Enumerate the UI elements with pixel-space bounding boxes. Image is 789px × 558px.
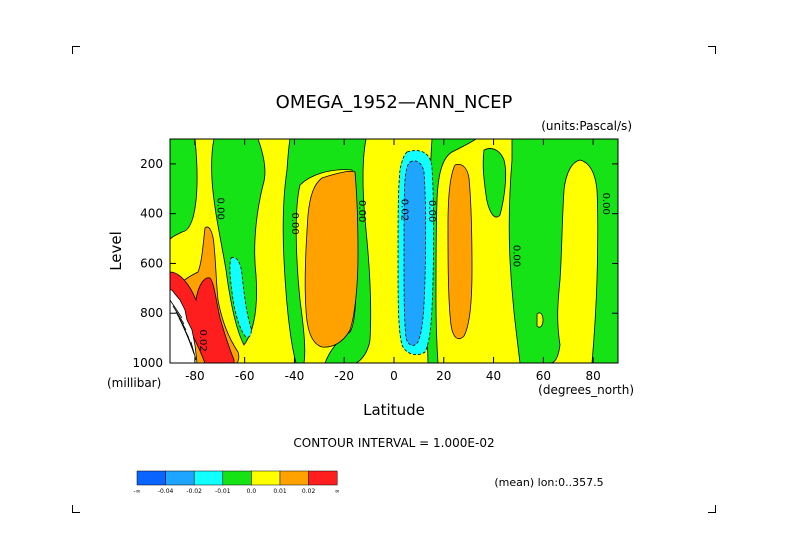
mean-label: (mean) lon:0..357.5 (494, 476, 603, 489)
units-label: (units:Pascal/s) (541, 119, 632, 133)
y-axis-label: Level (107, 231, 125, 271)
colorbar-label: 0.02 (302, 488, 316, 495)
x-tick-label: 80 (585, 369, 600, 383)
y-tick-label: 200 (140, 157, 163, 171)
x-tick-label: -80 (185, 369, 205, 383)
colorbar-label: -0.02 (186, 488, 202, 495)
colorbar-label: -∞ (133, 488, 140, 495)
contour-region-orange-descent-north (447, 164, 473, 340)
y-tick-label: 800 (140, 306, 163, 320)
x-unit-label: (degrees_north) (538, 383, 634, 397)
colorbar-swatch (308, 470, 338, 486)
plot-area (170, 139, 618, 363)
contour-region-blue-itcz (403, 160, 427, 346)
contour-interval-label: CONTOUR INTERVAL = 1.000E-02 (293, 436, 494, 450)
colorbar: -∞ -0.04 -0.02 -0.01 0.0 0.01 0.02 ∞ (133, 470, 340, 495)
topography-hatch (175, 311, 187, 331)
colorbar-label: -0.04 (158, 488, 174, 495)
colorbar-swatch (279, 470, 309, 486)
contour-region-orange-descent-south (304, 170, 359, 348)
x-tick-label: -60 (235, 369, 255, 383)
contour-label: 0.00 (426, 200, 437, 222)
contour-label: 0.00 (289, 212, 300, 234)
colorbar-label: 0.0 (247, 488, 257, 495)
contour-label: 0.00 (600, 193, 611, 215)
crop-mark-top-right (708, 46, 716, 54)
crop-mark-bottom-left (72, 505, 80, 513)
colorbar-swatch (193, 470, 224, 486)
x-tick-label: -20 (334, 369, 354, 383)
y-tick-label: 400 (140, 207, 163, 221)
contour-label: 0.02 (197, 329, 208, 351)
crop-mark-bottom-right (708, 505, 716, 513)
contour-region-background (170, 139, 618, 363)
colorbar-swatch (251, 470, 281, 486)
contour-region-green-high-latitudes-north (482, 139, 618, 363)
y-axis: 200 400 600 800 1000 (132, 157, 618, 370)
colorbar-label: 0.01 (273, 488, 287, 495)
contour-region-green-high-latitudes-south (170, 139, 198, 241)
x-tick-label: 20 (436, 369, 451, 383)
colorbar-label: -0.01 (215, 488, 231, 495)
contour-labels: 0.00 0.00 0.00 0.02 0.00 0.00 0.00 0.02 (197, 193, 611, 352)
y-unit-label: (millibar) (107, 376, 161, 390)
x-axis: -80 -60 -40 -20 0 20 40 60 80 (185, 139, 601, 383)
contour-region-cyan-southern-ocean (229, 256, 252, 338)
colorbar-label: ∞ (335, 488, 340, 495)
contour-label: 0.00 (214, 198, 225, 220)
chart-title: OMEGA_1952—ANN_NCEP (276, 92, 513, 113)
y-tick-label: 600 (140, 256, 163, 270)
contour-region-green-midlat-south (211, 139, 266, 346)
y-tick-label: 1000 (132, 356, 163, 370)
x-tick-label: 60 (536, 369, 551, 383)
colorbar-swatch (136, 470, 166, 486)
colorbar-swatch (222, 470, 252, 486)
crop-mark-top-left (72, 46, 80, 54)
contour-label: 0.00 (510, 245, 521, 267)
contour-label: 0.00 (356, 200, 367, 222)
colorbar-swatch (165, 470, 195, 486)
x-tick-label: 40 (486, 369, 501, 383)
x-tick-label: 0 (390, 369, 398, 383)
x-tick-label: -40 (285, 369, 305, 383)
topography-hatch (187, 335, 195, 355)
topography-hatch (172, 305, 185, 325)
x-axis-label: Latitude (363, 401, 425, 419)
topography-hatch (170, 299, 183, 319)
contour-region-green-subtropics-south (282, 139, 372, 363)
contour-label: 0.02 (398, 199, 409, 221)
